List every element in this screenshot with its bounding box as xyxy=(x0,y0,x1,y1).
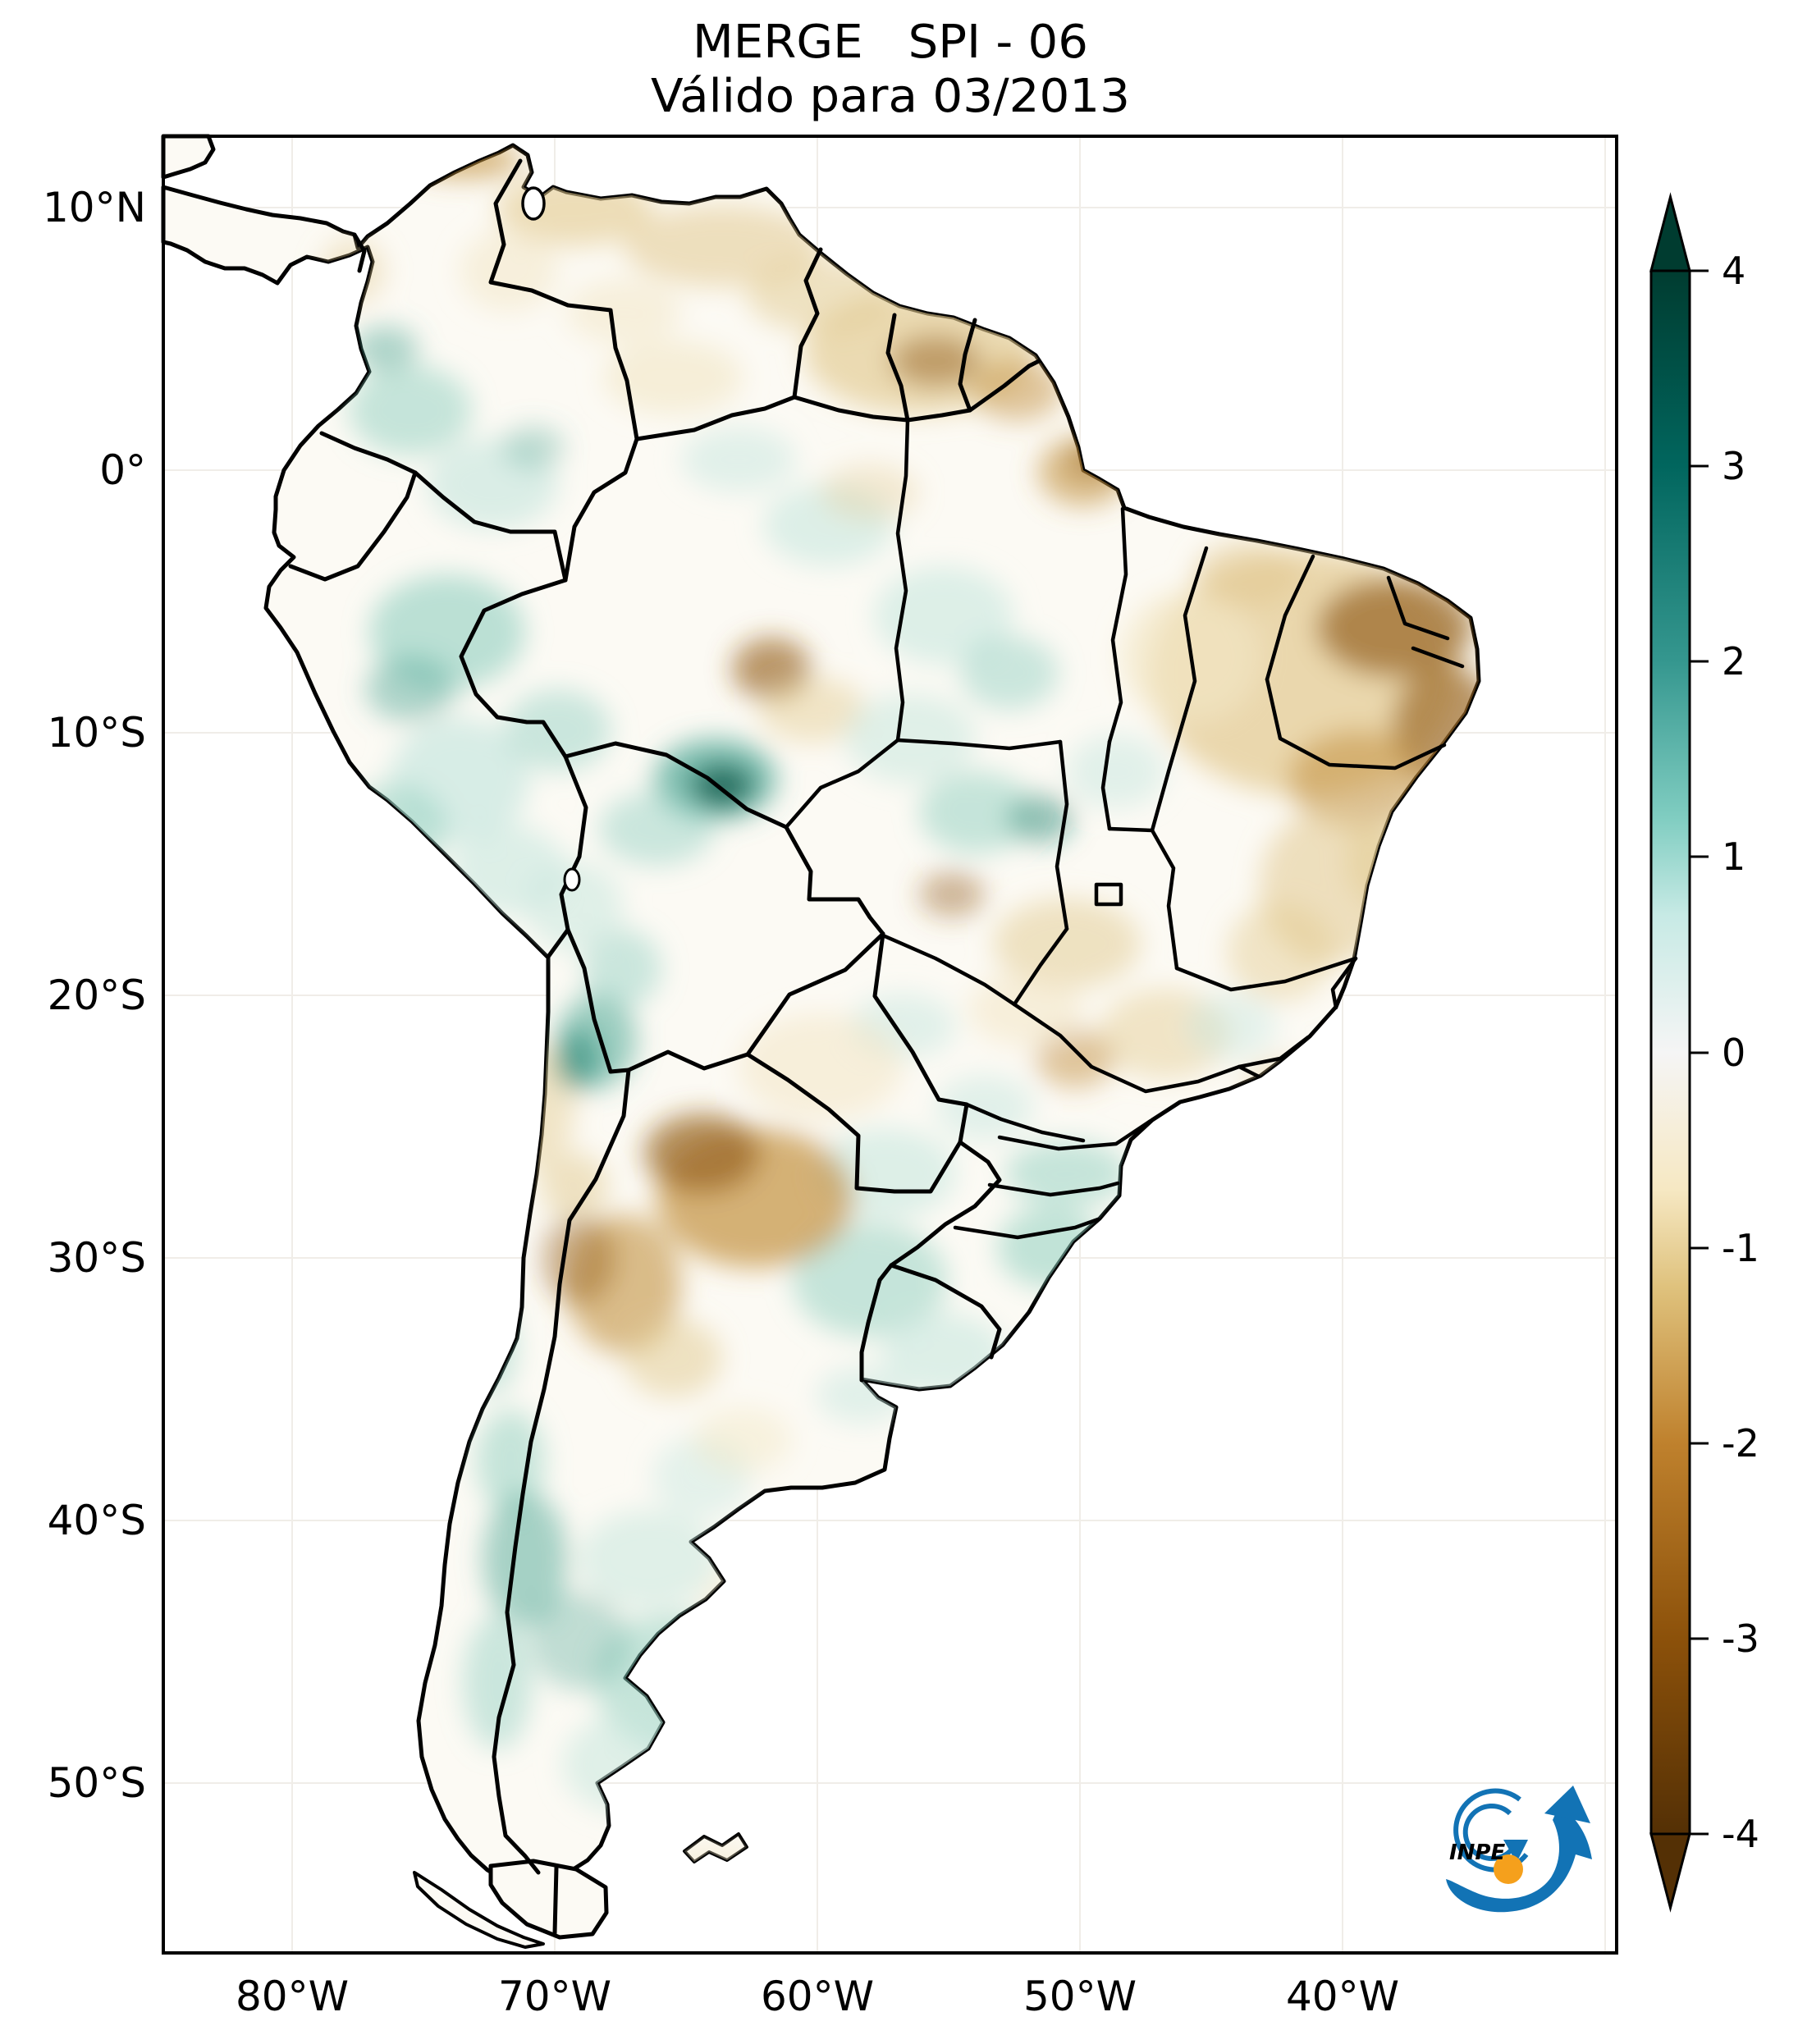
colorbar-tick-label: -1 xyxy=(1722,1226,1759,1270)
logo-text: INPE xyxy=(1449,1841,1505,1865)
lon-tick-label: 60°W xyxy=(761,1973,874,2020)
title-line-1: MERGE SPI - 06 xyxy=(693,16,1088,69)
lake-titicaca xyxy=(563,867,581,892)
colorbar-extend-max-arrow xyxy=(1649,192,1691,272)
colorbar-tick-label: -2 xyxy=(1722,1421,1759,1466)
distrito-federal-outline xyxy=(1094,882,1123,907)
title-line-2: Válido para 03/2013 xyxy=(651,70,1130,123)
colorbar: 4 3 2 1 0 -1 -2 -3 -4 xyxy=(1649,192,1759,1913)
lon-tick-label: 50°W xyxy=(1023,1973,1137,2020)
lat-tick-label: 10°N xyxy=(43,184,146,231)
colorbar-tick-label: 1 xyxy=(1722,835,1745,879)
plot-frame xyxy=(162,135,1618,1955)
colorbar-tick-label: 0 xyxy=(1722,1031,1745,1075)
longitude-axis: 80°W 70°W 60°W 50°W 40°W xyxy=(236,1973,1399,2020)
colorbar-gradient xyxy=(1651,271,1690,1834)
colorbar-extend-min-arrow xyxy=(1649,1832,1691,1913)
inpe-logo: INPE xyxy=(1446,1786,1592,1913)
logo-swoosh-arrowhead xyxy=(1544,1786,1590,1823)
lon-tick-label: 40°W xyxy=(1286,1973,1399,2020)
logo-spiral-arrowhead xyxy=(1503,1840,1528,1863)
lat-tick-label: 50°S xyxy=(48,1759,146,1807)
tierra-del-fuego-island xyxy=(488,1859,609,1940)
lat-tick-label: 30°S xyxy=(48,1234,146,1282)
lat-tick-label: 0° xyxy=(99,446,146,494)
central-america-corner xyxy=(161,134,216,180)
colorbar-tick-label: 4 xyxy=(1722,249,1745,293)
colorbar-tick-label: 2 xyxy=(1722,639,1745,684)
lat-tick-label: 40°S xyxy=(48,1497,146,1544)
lake-maracaibo xyxy=(521,186,546,221)
lon-tick-label: 70°W xyxy=(498,1973,611,2020)
colorbar-tick-label: -3 xyxy=(1722,1616,1759,1661)
lon-tick-label: 80°W xyxy=(236,1973,349,2020)
latitude-axis: 10°N 0° 10°S 20°S 30°S 40°S 50°S xyxy=(43,184,146,1807)
colorbar-ticks xyxy=(1690,269,1709,1836)
chilean-fjord-strip xyxy=(413,1871,545,1949)
map-plot-area: INPE xyxy=(161,134,1618,1955)
lat-tick-label: 20°S xyxy=(48,972,146,1019)
logo-orange-dot xyxy=(1494,1854,1523,1884)
colorbar-tick-label: 3 xyxy=(1722,444,1745,488)
colorbar-tick-label: -4 xyxy=(1722,1812,1759,1856)
colorbar-tick-labels: 4 3 2 1 0 -1 -2 -3 -4 xyxy=(1722,249,1759,1856)
logo-swoosh-arrow xyxy=(1446,1805,1592,1913)
state-borders xyxy=(784,418,1465,1240)
lakes xyxy=(521,186,581,892)
lat-tick-label: 10°S xyxy=(48,709,146,757)
